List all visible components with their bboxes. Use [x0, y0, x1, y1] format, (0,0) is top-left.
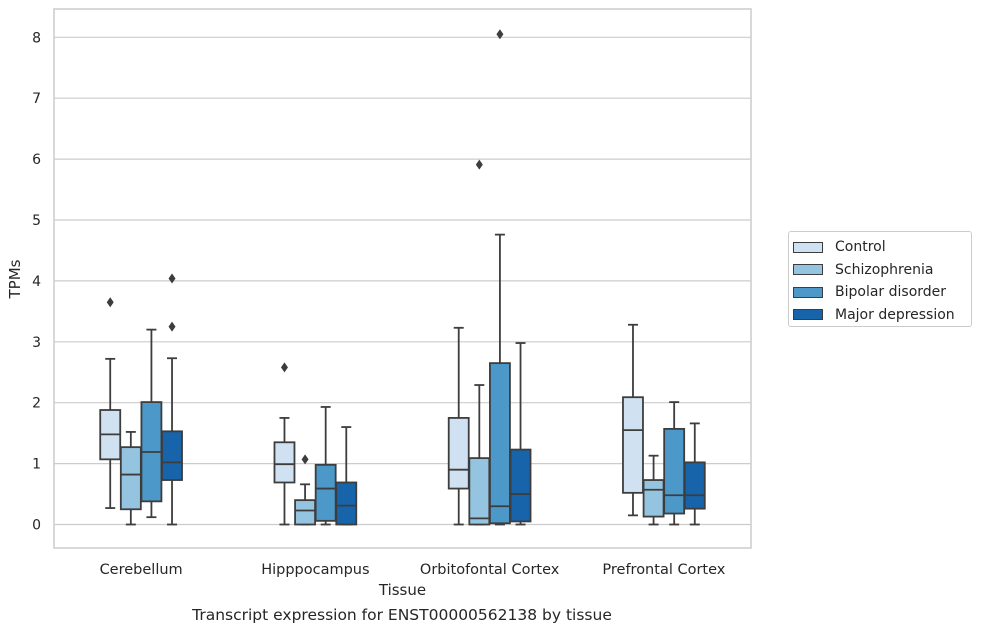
y-tick-label: 3	[32, 335, 41, 351]
box	[663, 427, 686, 515]
x-tick-label: Orbitofontal Cortex	[420, 562, 560, 578]
box	[642, 479, 665, 518]
x-tick-label: Cerebellum	[100, 562, 183, 578]
x-tick-label: Prefrontal Cortex	[602, 562, 725, 578]
box	[294, 499, 316, 526]
y-tick-label: 5	[32, 213, 41, 229]
box	[489, 362, 511, 525]
chart-caption: Transcript expression for ENST0000056213…	[192, 606, 612, 624]
box	[119, 446, 142, 511]
x-axis-label: Tissue	[378, 581, 426, 599]
legend-item: Major depression	[793, 304, 971, 327]
x-tick-label: Hipppocampus	[261, 562, 369, 578]
box	[314, 463, 337, 522]
box	[447, 417, 470, 490]
box	[273, 441, 296, 484]
box	[622, 396, 644, 494]
legend-swatch	[793, 309, 823, 321]
legend-label: Bipolar disorder	[835, 284, 947, 301]
y-tick-label: 4	[32, 274, 41, 290]
y-tick-label: 6	[32, 152, 41, 168]
y-tick-label: 0	[32, 518, 41, 534]
plot-frame	[53, 8, 752, 549]
box	[509, 448, 532, 523]
y-tick-label: 1	[32, 457, 41, 473]
legend-item: Bipolar disorder	[793, 281, 971, 304]
legend-item: Schizophrenia	[793, 259, 971, 282]
outlier-marker	[168, 321, 176, 332]
legend-swatch	[793, 264, 823, 276]
outlier-marker	[106, 297, 114, 308]
legend-swatch	[793, 241, 823, 253]
outlier-marker	[496, 29, 504, 40]
legend-label: Schizophrenia	[835, 261, 934, 278]
legend-label: Control	[835, 239, 886, 256]
box	[468, 457, 491, 526]
outlier-marker	[475, 159, 483, 170]
y-tick-label: 8	[32, 30, 41, 46]
outlier-marker	[168, 273, 176, 284]
legend-swatch	[793, 286, 823, 298]
outlier-marker	[301, 454, 309, 465]
box	[335, 481, 358, 526]
legend-label: Major depression	[835, 306, 955, 323]
y-tick-label: 2	[32, 396, 41, 412]
box	[683, 461, 706, 510]
legend-item: Control	[793, 236, 971, 259]
y-tick-label: 7	[32, 91, 41, 107]
outlier-marker	[280, 362, 288, 373]
y-axis-label: TPMs	[6, 259, 24, 299]
legend: Control Schizophrenia Bipolar disorder Majo…	[788, 231, 972, 327]
box	[161, 430, 183, 481]
